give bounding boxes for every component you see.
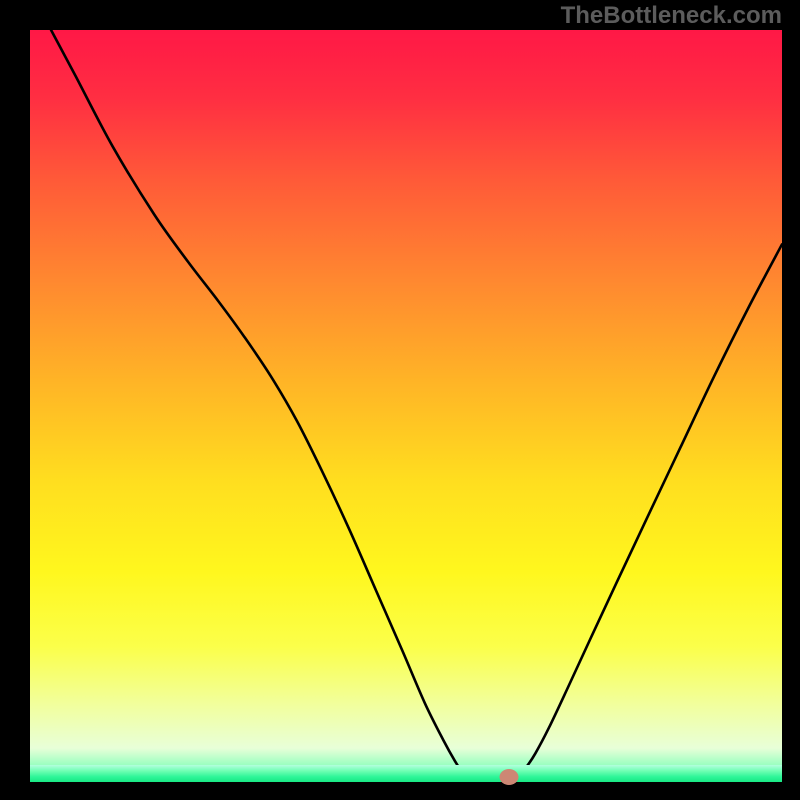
green-band	[30, 765, 782, 782]
chart-frame: TheBottleneck.com	[0, 0, 800, 800]
plot-area	[30, 30, 782, 782]
optimum-marker	[500, 769, 519, 785]
curve-path	[51, 30, 782, 778]
bottleneck-curve	[30, 30, 782, 782]
watermark-text: TheBottleneck.com	[561, 2, 782, 30]
